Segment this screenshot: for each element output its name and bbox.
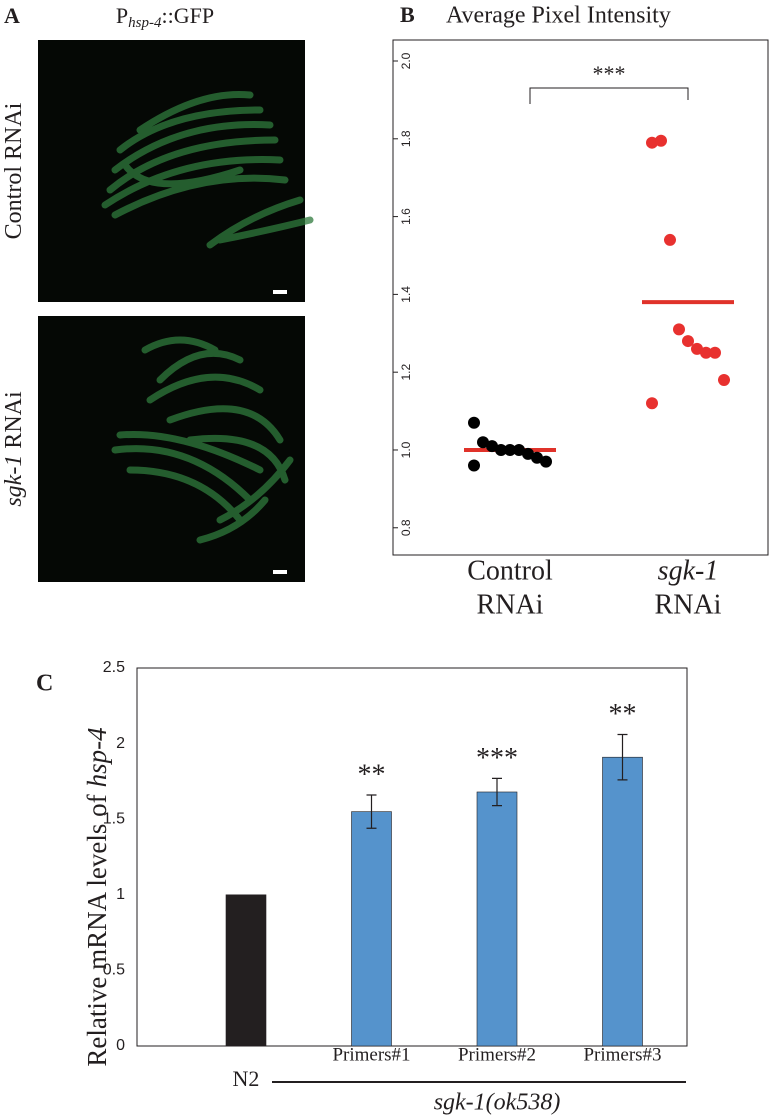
data-point	[673, 323, 685, 336]
title-part: hsp-4	[128, 15, 162, 31]
data-point	[646, 136, 658, 149]
data-point	[718, 373, 730, 386]
plot-frame	[392, 39, 769, 556]
y-tick-label: 1	[116, 886, 125, 903]
data-point	[468, 416, 480, 429]
y-axis-label-part: hsp-4	[82, 727, 112, 787]
y-tick-label: 1.4	[399, 286, 413, 303]
y-tick-label: 0.8	[399, 519, 413, 536]
bar	[225, 894, 267, 1047]
error-bar	[617, 733, 628, 781]
significance-label: ***	[476, 743, 518, 774]
y-tick-label: 1.8	[399, 130, 413, 147]
data-point	[477, 436, 489, 449]
data-point	[664, 233, 676, 246]
data-point	[691, 342, 703, 355]
data-point	[495, 443, 507, 456]
data-point	[655, 134, 667, 147]
data-point	[486, 440, 498, 453]
x-tick-label: N2	[233, 1066, 260, 1091]
y-tick-label: 1.6	[399, 208, 413, 225]
data-point	[513, 443, 525, 456]
data-point	[709, 346, 721, 359]
row-label-part: RNAi	[1, 391, 27, 449]
plot-frame	[136, 667, 688, 1047]
data-point	[682, 335, 694, 348]
x-tick-label: RNAi	[655, 589, 722, 620]
significance-bracket	[529, 87, 689, 104]
x-tick-label: RNAi	[477, 589, 544, 620]
y-tick-label: 0	[116, 1037, 125, 1054]
data-point	[504, 443, 516, 456]
bar	[602, 756, 643, 1047]
bar	[476, 791, 518, 1047]
panel-letter: A	[4, 3, 20, 28]
y-tick-label: 1.5	[103, 810, 125, 827]
panel-title: Phsp-4::GFP	[116, 3, 214, 31]
y-tick-label: 2	[116, 735, 125, 752]
title-part: P	[116, 3, 128, 28]
x-tick-label: Primers#2	[458, 1044, 536, 1065]
y-tick-label: 1.0	[399, 441, 413, 458]
x-tick-label: Primers#3	[583, 1044, 661, 1065]
y-tick-label: 1.2	[399, 364, 413, 381]
error-bar	[492, 777, 502, 807]
x-tick-label: Control	[467, 555, 553, 586]
significance-label: ***	[593, 61, 626, 86]
row-label: Control RNAi	[1, 102, 27, 239]
data-point	[522, 447, 534, 460]
y-tick-label: 0.5	[103, 962, 125, 979]
y-axis-label: Relative mRNA levels of hsp-4	[82, 727, 112, 1066]
row-label-part: Control RNAi	[1, 102, 27, 239]
y-axis-label-part: Relative mRNA levels of	[82, 794, 112, 1066]
row-label-part: sgk-1	[1, 455, 27, 507]
x-tick-label: Primers#1	[332, 1044, 410, 1065]
data-point	[540, 455, 552, 468]
significance-label: **	[609, 699, 637, 730]
data-point	[700, 346, 712, 359]
micrograph	[38, 40, 314, 582]
y-tick-label: 2.0	[399, 52, 413, 69]
y-tick-label: 2.5	[103, 659, 125, 676]
error-bar	[366, 794, 377, 829]
x-tick-label: sgk-1	[658, 555, 719, 586]
group-label: sgk-1(ok538)	[434, 1090, 561, 1116]
panel-letter: B	[400, 2, 415, 27]
bar	[351, 811, 392, 1047]
data-point	[468, 459, 480, 472]
row-label: sgk-1 RNAi	[1, 391, 27, 507]
panel-letter: C	[36, 671, 53, 697]
data-point	[646, 397, 658, 410]
data-point	[531, 451, 543, 464]
chart-title: Average Pixel Intensity	[446, 3, 671, 29]
significance-label: **	[358, 759, 386, 790]
title-part: ::GFP	[162, 3, 215, 28]
